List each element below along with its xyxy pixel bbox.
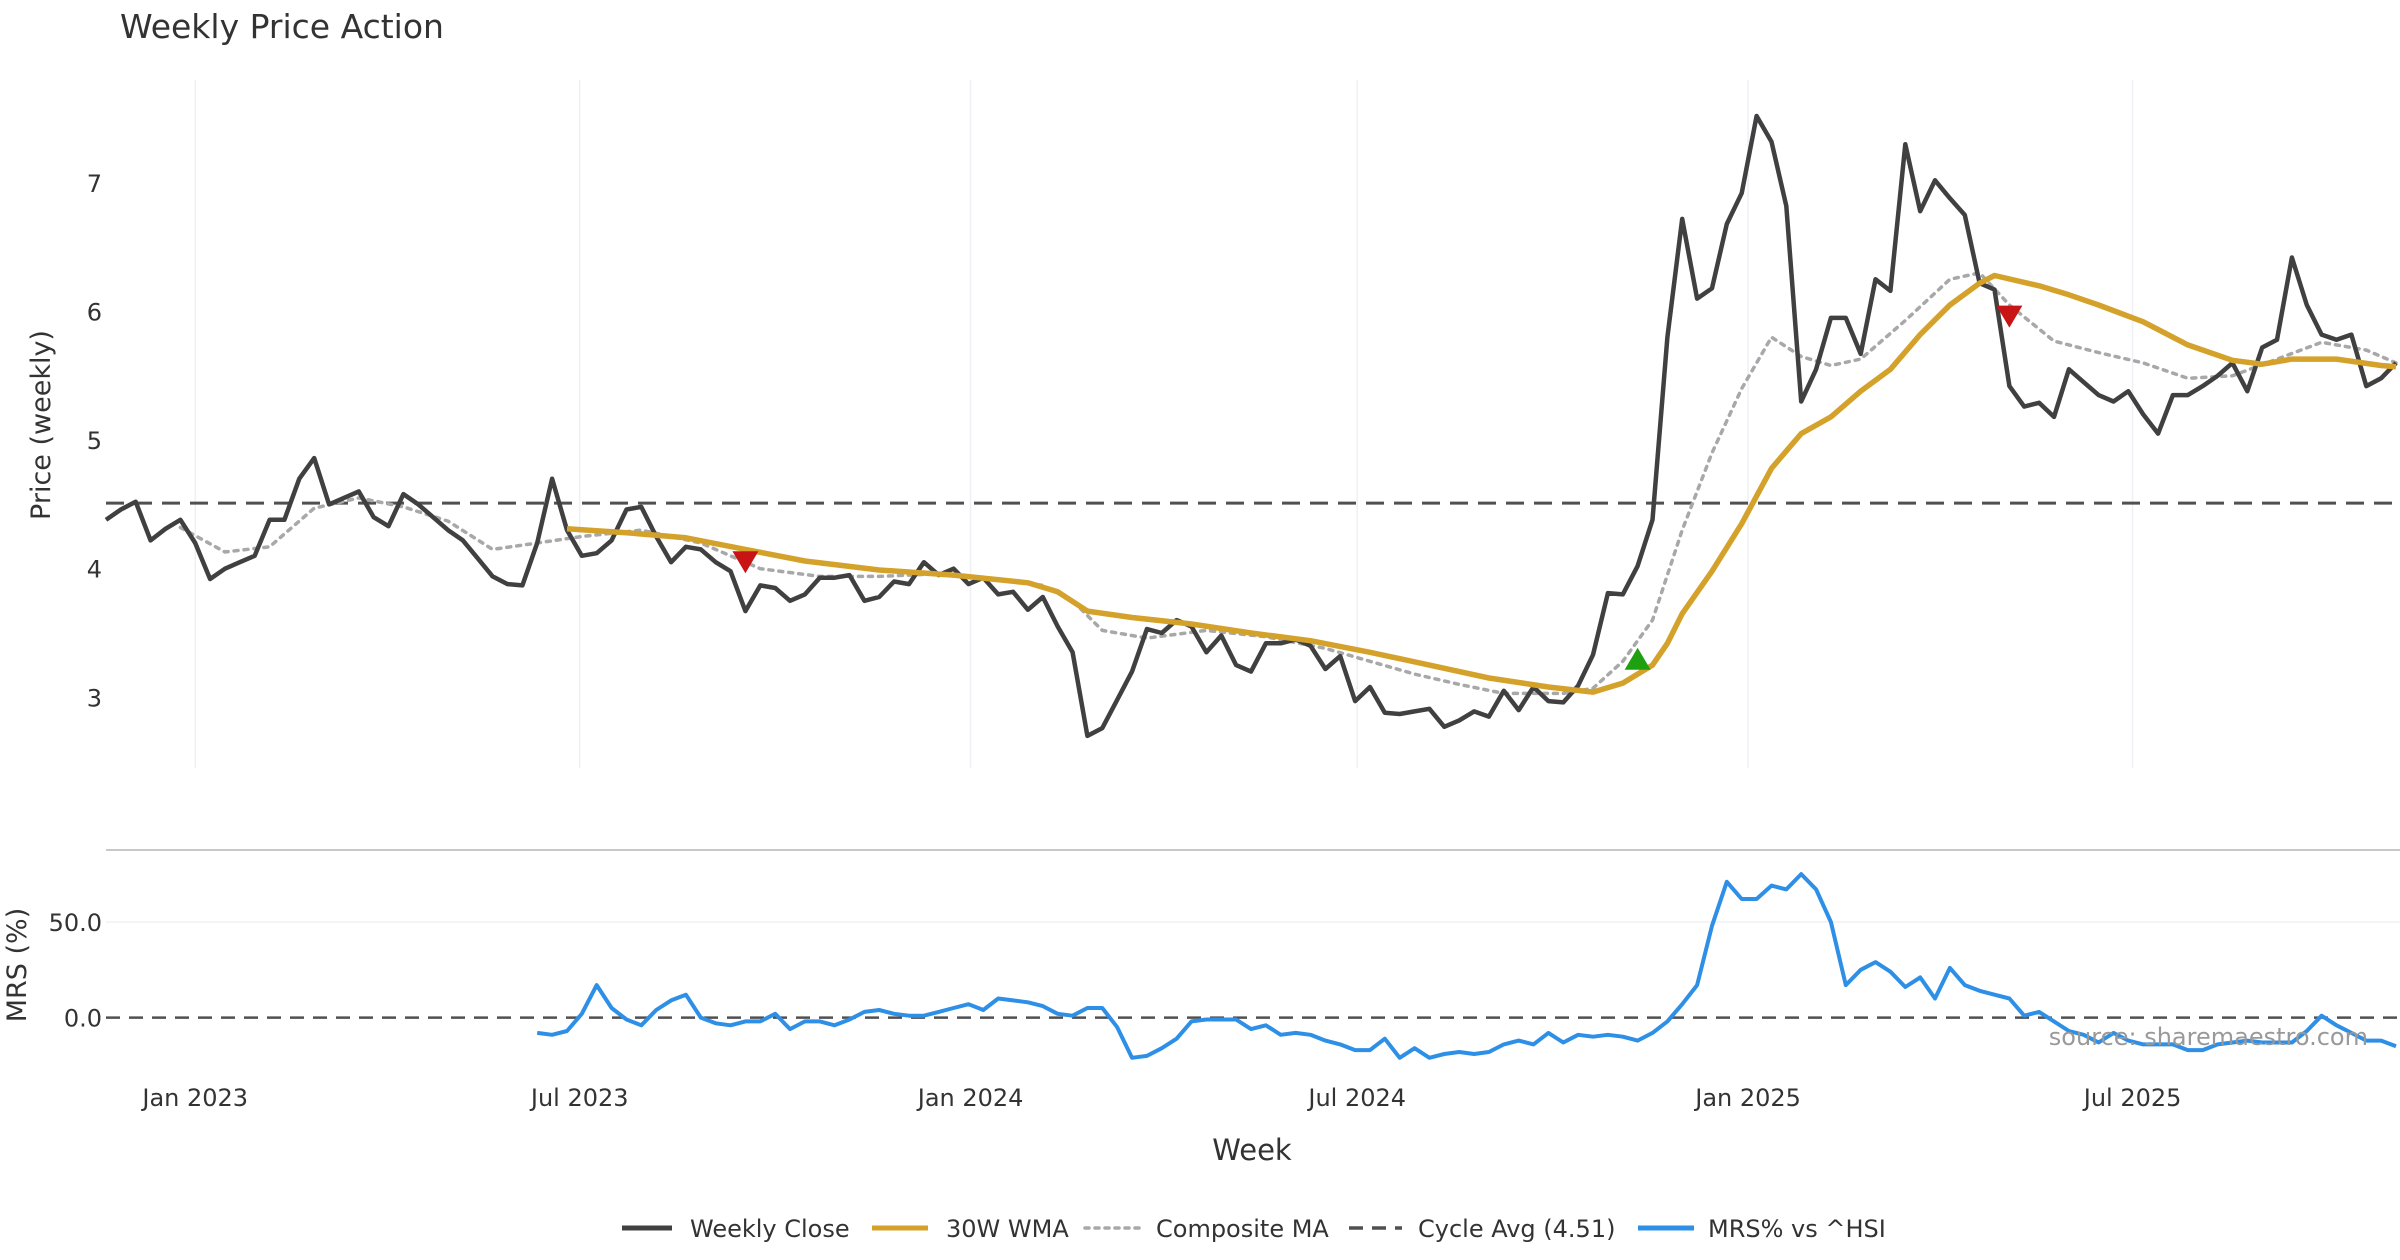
chart-title: Weekly Price Action [120,7,444,46]
legend-label: 30W WMA [946,1215,1069,1243]
legend-label: Cycle Avg (4.51) [1418,1215,1615,1243]
mrs-series [536,872,2397,1060]
legend-item: Composite MA [1083,1215,1329,1243]
x-axis-label: Week [1212,1133,1292,1167]
x-ticks: Jan 2023 Jul 2023 Jan 2024 Jul 2024 Jan 2025… [140,1084,2181,1112]
x-tick-label: Jan 2024 [916,1084,1024,1112]
legend-item: Weekly Close [622,1215,850,1243]
x-tick-label: Jul 2023 [529,1084,629,1112]
sell-signal-marker [1996,305,2023,328]
sell-signal-marker [732,551,759,574]
price-y-ticks: 3 4 5 6 7 [87,170,102,712]
weekly-close-line [104,113,2398,739]
legend-label: MRS% vs ^HSI [1708,1215,1886,1243]
legend: Weekly Close 30W WMA Composite MA Cycle Avg… [622,1215,1886,1243]
mrs-y-tick-label: 50.0 [49,909,102,937]
composite-ma-line [178,270,2398,696]
wma-line [566,272,2397,695]
price-y-tick-label: 7 [87,170,102,198]
x-tick-label: Jan 2023 [140,1084,248,1112]
legend-label: Weekly Close [690,1215,850,1243]
mrs-line [536,872,2397,1060]
x-tick-label: Jan 2025 [1693,1084,1801,1112]
legend-item: 30W WMA [872,1215,1069,1243]
legend-label: Composite MA [1156,1215,1329,1243]
price-grid [194,80,2134,768]
price-y-tick-label: 3 [87,684,102,712]
mrs-y-ticks: 0.0 50.0 [49,909,102,1033]
price-y-tick-label: 4 [87,556,102,584]
price-y-axis-label: Price (weekly) [26,330,57,520]
mrs-y-axis-label: MRS (%) [2,908,33,1023]
x-tick-label: Jul 2025 [2082,1084,2182,1112]
legend-item: MRS% vs ^HSI [1638,1215,1886,1243]
mrs-grid [106,921,2400,1019]
buy-signal-marker [1624,647,1651,670]
x-tick-label: Jul 2024 [1306,1084,1406,1112]
price-y-tick-label: 6 [87,298,102,326]
mrs-y-tick-label: 0.0 [64,1005,102,1033]
source-label: source: sharemaestro.com [2049,1023,2368,1051]
price-y-tick-label: 5 [87,427,102,455]
legend-item: Cycle Avg (4.51) [1349,1215,1615,1243]
price-series [104,113,2400,739]
